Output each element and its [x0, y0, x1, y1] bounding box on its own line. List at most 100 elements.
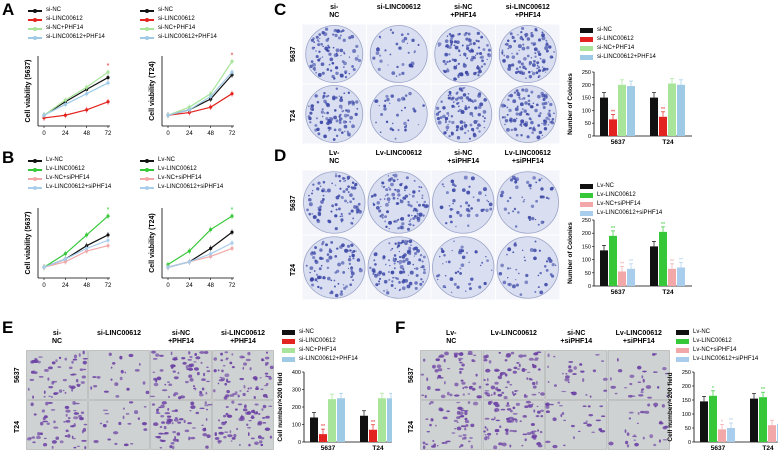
photo-panel-c: si- NC si-LINC00612 si-NC +PHF14 si-LINC006…	[290, 4, 560, 144]
colony	[539, 195, 543, 199]
cell	[519, 420, 522, 423]
colony	[323, 91, 326, 95]
cell	[495, 433, 498, 436]
cell	[512, 406, 516, 410]
cell	[614, 392, 618, 395]
cell	[71, 360, 74, 364]
colony	[369, 266, 372, 270]
colony	[524, 88, 529, 93]
colony	[513, 243, 516, 246]
bar	[609, 119, 617, 136]
colony	[412, 224, 415, 227]
colony	[451, 188, 456, 193]
colony	[347, 100, 352, 105]
colony	[519, 102, 524, 107]
colony	[500, 190, 505, 195]
legend-entry: si-LINC00612+PHF14	[140, 33, 217, 42]
cell	[65, 413, 68, 417]
cell	[265, 382, 269, 386]
series-line	[167, 242, 233, 268]
colony	[397, 193, 401, 197]
legend-a-left: si-NC si-LINC00612 si-NC+PHF14 si-LINC00612…	[28, 6, 105, 42]
legend-entry: Lv-LINC00612	[580, 191, 662, 200]
colony	[384, 195, 387, 197]
cell	[591, 431, 596, 433]
transwell-field	[607, 400, 670, 450]
photo-panel-f: Lv- NC Lv-LINC00612 si-NC +siPHF14 Lv-LINC0…	[408, 330, 670, 450]
series-line	[43, 234, 109, 268]
colony	[317, 207, 322, 212]
colony	[406, 240, 409, 243]
y-axis-label: Cell viability (T24)	[149, 61, 156, 121]
colony	[513, 39, 517, 43]
cell	[247, 432, 250, 437]
cell	[484, 426, 487, 429]
legend-label: Lv-NC	[597, 183, 615, 189]
colony	[414, 252, 418, 256]
cell	[170, 365, 174, 369]
colony	[529, 248, 534, 252]
colony	[407, 263, 409, 265]
cell	[512, 393, 515, 397]
colony	[315, 273, 319, 276]
colony	[421, 197, 424, 200]
cell	[190, 436, 196, 440]
colony	[418, 203, 421, 207]
dish	[303, 236, 366, 299]
colony	[476, 198, 480, 202]
colony	[413, 267, 416, 270]
colony	[339, 292, 344, 296]
colony	[548, 118, 551, 121]
colony	[446, 35, 449, 37]
cell	[44, 368, 49, 372]
colony	[450, 291, 453, 294]
cell	[260, 443, 264, 447]
colony	[453, 184, 457, 188]
colony	[475, 213, 479, 217]
cell	[438, 407, 443, 412]
x-tick-label: 0	[166, 283, 170, 289]
cell	[535, 414, 540, 418]
cell	[246, 411, 252, 415]
legend-label: si-NC	[46, 7, 61, 13]
colony	[478, 92, 482, 96]
cell	[153, 422, 159, 427]
colony	[334, 66, 339, 70]
cell	[166, 381, 170, 383]
cell	[173, 392, 179, 396]
colony	[450, 131, 453, 134]
cell	[449, 393, 453, 397]
colony	[470, 49, 474, 53]
colony	[335, 29, 337, 31]
colony	[401, 286, 406, 291]
colony	[448, 214, 453, 219]
series-line	[167, 215, 233, 266]
cell	[634, 442, 639, 447]
cell	[38, 356, 43, 358]
transwell-field	[26, 350, 88, 400]
legend-swatch	[580, 184, 593, 189]
cell	[205, 417, 208, 421]
colony	[511, 52, 513, 55]
colony	[448, 134, 451, 138]
cell	[515, 418, 518, 423]
cell	[460, 444, 464, 447]
cell	[51, 445, 54, 449]
cell	[509, 383, 513, 386]
colony	[312, 62, 316, 67]
colony	[446, 46, 449, 49]
colony	[453, 44, 456, 47]
series-line	[167, 93, 233, 116]
colony	[544, 282, 548, 287]
colony	[477, 67, 482, 71]
colony	[540, 187, 544, 191]
colony	[522, 200, 525, 203]
cell	[260, 437, 265, 440]
colony	[465, 207, 470, 212]
series-line	[43, 215, 109, 268]
cell	[33, 413, 37, 416]
colony	[515, 89, 519, 93]
colony	[401, 71, 405, 75]
cell	[199, 390, 203, 395]
colony	[387, 175, 389, 177]
